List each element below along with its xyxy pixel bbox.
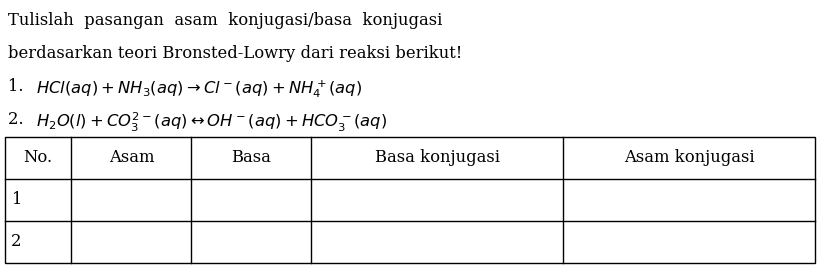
Text: 1.: 1. [8, 78, 34, 95]
Text: berdasarkan teori Bronsted-Lowry dari reaksi berikut!: berdasarkan teori Bronsted-Lowry dari re… [8, 45, 462, 62]
Text: $\mathit{HCl(aq) + NH_3(aq) \rightarrow Cl^-(aq) + NH_4^+(aq)}$: $\mathit{HCl(aq) + NH_3(aq) \rightarrow … [36, 78, 362, 100]
Text: No.: No. [24, 149, 52, 166]
Bar [5, 137, 814, 263]
Text: Asam konjugasi: Asam konjugasi [623, 149, 753, 166]
Text: 2.: 2. [8, 111, 34, 128]
Text: Basa: Basa [231, 149, 271, 166]
Text: $\mathit{H_2O(l) + CO_3^{2-}(aq) \leftrightarrow OH^-(aq) + HCO_3^-(aq)}$: $\mathit{H_2O(l) + CO_3^{2-}(aq) \leftri… [36, 111, 387, 134]
Text: Tulislah  pasangan  asam  konjugasi/basa  konjugasi: Tulislah pasangan asam konjugasi/basa ko… [8, 12, 441, 29]
Text: Asam: Asam [108, 149, 154, 166]
Text: 1: 1 [11, 192, 21, 209]
Text: Basa konjugasi: Basa konjugasi [374, 149, 499, 166]
Text: 2: 2 [11, 233, 21, 250]
